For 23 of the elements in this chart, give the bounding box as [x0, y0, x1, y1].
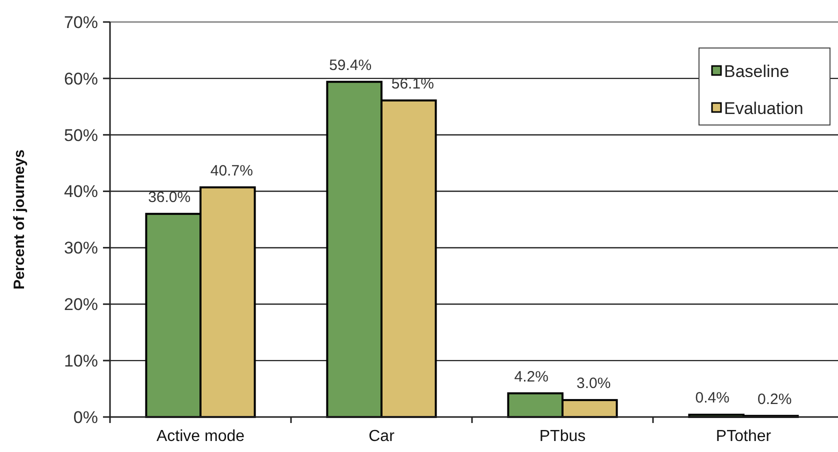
y-tick-label: 20% — [64, 295, 98, 314]
y-tick-label: 60% — [64, 69, 98, 88]
y-tick-label: 50% — [64, 126, 98, 145]
y-tick-label: 30% — [64, 238, 98, 258]
data-label: 56.1% — [391, 75, 434, 92]
y-tick-label: 10% — [64, 352, 98, 371]
data-label: 36.0% — [148, 188, 191, 206]
legend-label: Baseline — [724, 62, 790, 81]
y-tick-label: 0% — [73, 408, 98, 427]
data-label: 4.2% — [514, 368, 548, 386]
data-label: 0.2% — [758, 390, 792, 408]
x-tick-label: Active mode — [156, 428, 245, 445]
data-label: 59.4% — [329, 56, 372, 74]
y-tick-label: 40% — [64, 182, 98, 202]
y-tick-label: 70% — [64, 12, 98, 32]
x-tick-label: PTbus — [539, 428, 586, 445]
data-label: 40.7% — [210, 162, 253, 180]
y-axis-title: Percent of journeys — [11, 149, 28, 290]
x-tick-label: PTother — [716, 428, 772, 445]
legend-label: Evaluation — [724, 98, 804, 118]
x-tick-label: Car — [368, 428, 396, 445]
data-label: 3.0% — [576, 375, 611, 392]
data-label: 0.4% — [695, 390, 730, 407]
